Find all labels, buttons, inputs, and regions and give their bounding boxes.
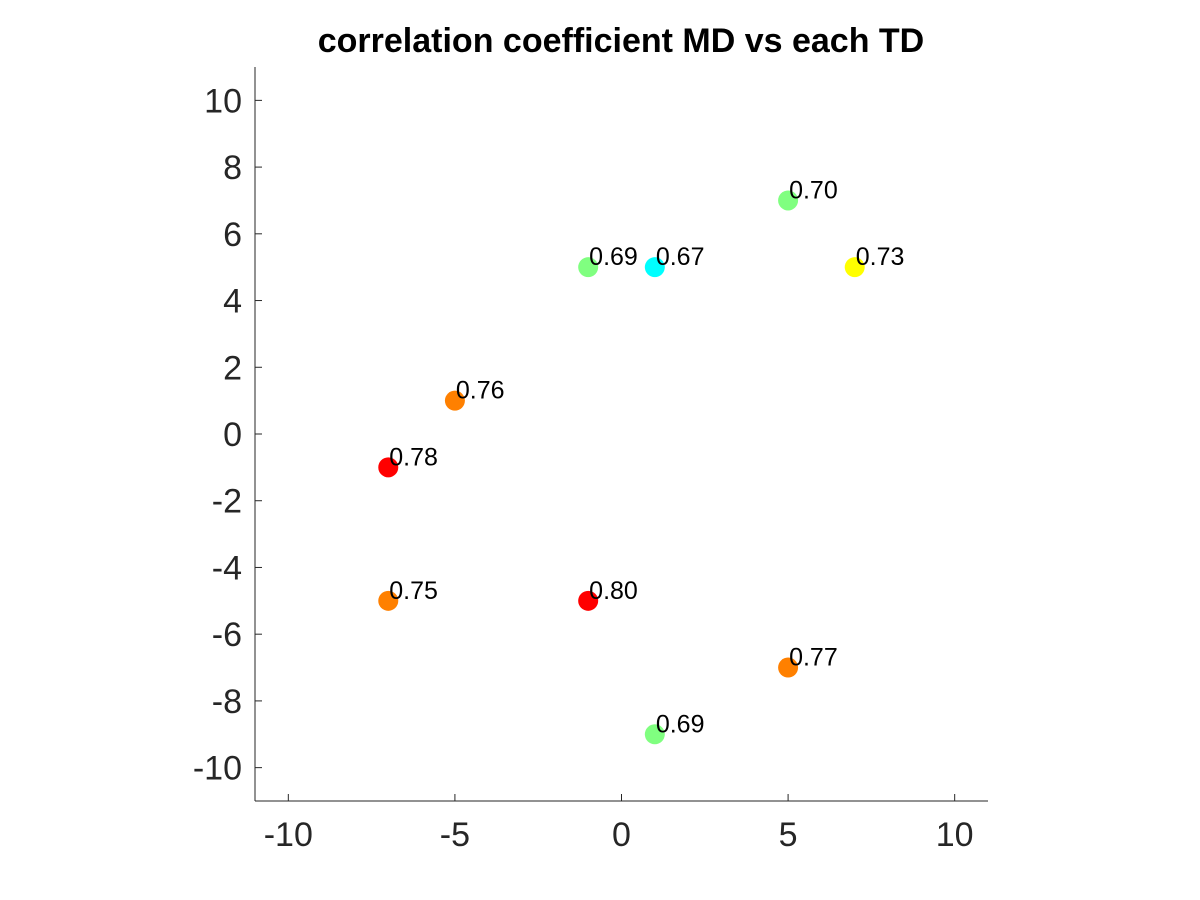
x-tick-label: 0 bbox=[612, 816, 631, 854]
data-point bbox=[378, 457, 399, 478]
data-point bbox=[644, 257, 665, 278]
data-point bbox=[778, 657, 799, 678]
y-tick-label: 0 bbox=[223, 416, 242, 454]
y-tick-label: -10 bbox=[193, 750, 242, 788]
data-point bbox=[644, 724, 665, 745]
x-tick-label: -5 bbox=[440, 816, 470, 854]
y-tick-label: 10 bbox=[204, 82, 242, 120]
data-point bbox=[778, 190, 799, 211]
x-ticks: -10 -5 0 5 10 bbox=[264, 794, 974, 854]
y-tick-label: 6 bbox=[223, 216, 242, 254]
data-labels: 0.70 0.69 0.67 0.73 0.76 0.78 0.75 0.80 0.77 0.69 bbox=[389, 176, 904, 738]
data-label: 0.73 bbox=[856, 243, 905, 271]
x-tick-label: 5 bbox=[779, 816, 798, 854]
data-points bbox=[378, 190, 865, 745]
data-point bbox=[844, 257, 865, 278]
chart-title: correlation coefficient MD vs each TD bbox=[318, 22, 925, 60]
y-tick-label: -2 bbox=[212, 483, 242, 521]
x-tick-label: 10 bbox=[936, 816, 974, 854]
data-point bbox=[578, 590, 599, 611]
data-label: 0.78 bbox=[389, 443, 438, 471]
data-label: 0.75 bbox=[389, 577, 438, 605]
x-tick-label: -10 bbox=[264, 816, 313, 854]
data-label: 0.80 bbox=[589, 577, 638, 605]
data-point bbox=[578, 257, 599, 278]
y-tick-label: 2 bbox=[223, 349, 242, 387]
data-label: 0.69 bbox=[589, 243, 638, 271]
y-tick-label: 4 bbox=[223, 283, 242, 321]
y-ticks: -10 -8 -6 -4 -2 0 2 4 6 8 10 bbox=[193, 82, 262, 788]
y-tick-label: 8 bbox=[223, 149, 242, 187]
data-point bbox=[378, 590, 399, 611]
data-label: 0.76 bbox=[456, 377, 505, 405]
y-tick-label: -4 bbox=[212, 549, 242, 587]
data-point bbox=[444, 390, 465, 411]
data-label: 0.67 bbox=[656, 243, 705, 271]
data-label: 0.70 bbox=[789, 176, 838, 204]
y-tick-label: -6 bbox=[212, 616, 242, 654]
data-label: 0.77 bbox=[789, 644, 838, 672]
y-tick-label: -8 bbox=[212, 683, 242, 721]
data-label: 0.69 bbox=[656, 710, 705, 738]
